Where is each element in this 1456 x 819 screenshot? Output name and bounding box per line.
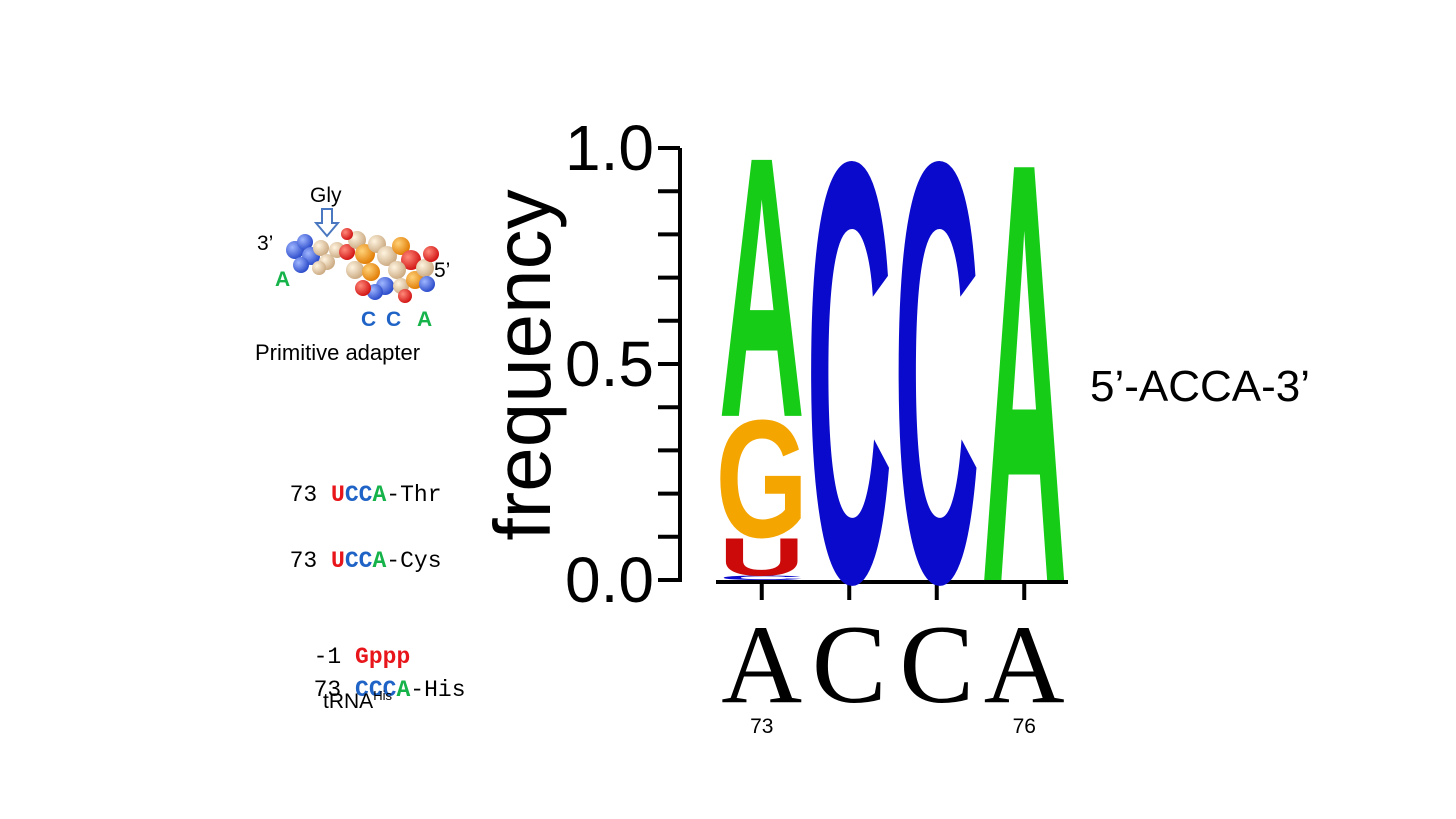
y-axis-label: frequency: [478, 189, 567, 540]
logo-letter-a: A: [981, 36, 1067, 707]
position-number-label: 73: [750, 715, 773, 738]
his-line-2: 73 CCCA-His: [286, 651, 466, 703]
sequence-thr: 73 UCCA-Thr: [262, 456, 442, 508]
his-pos-2: 73: [313, 677, 342, 703]
trna-text: tRNA: [323, 690, 374, 713]
molecule-image: [286, 228, 439, 303]
logo-letter-c: C: [806, 36, 892, 707]
base-letter: U: [331, 548, 345, 574]
bottom-base: C: [386, 308, 404, 331]
base-letter: U: [331, 482, 345, 508]
position-number-label: 76: [1013, 715, 1036, 738]
base-letter: A: [372, 548, 387, 574]
logo-letter-a: A: [719, 79, 805, 495]
y-tick-label: 1.0: [565, 112, 654, 184]
base-letter: C: [344, 482, 359, 508]
sequence-suffix: -Thr: [386, 482, 442, 508]
x-tick-label: A: [984, 603, 1065, 727]
adapter-caption: Primitive adapter: [255, 340, 421, 365]
trna-superscript: His: [373, 688, 392, 703]
sequence-cys: 73 UCCA-Cys: [262, 522, 442, 574]
x-tick-label: C: [899, 603, 974, 727]
his-line-1: -1 Gppp: [286, 618, 411, 670]
bottom-bases: C C A: [361, 308, 434, 332]
gly-label: Gly: [310, 184, 342, 207]
logo-letter-g: G: [715, 385, 808, 573]
y-tick-label: 0.0: [565, 544, 654, 616]
logo-letter-c: C: [894, 36, 980, 707]
his-pos-1: -1: [313, 644, 342, 670]
three-prime-label: 3’: [257, 232, 274, 255]
down-arrow-icon: [314, 208, 340, 238]
base-letter: C: [368, 677, 383, 703]
bottom-base: C: [361, 308, 379, 331]
base-letter: A: [372, 482, 387, 508]
sequence-suffix: -His: [410, 677, 466, 703]
bottom-base: A: [417, 308, 435, 331]
x-tick-label: C: [812, 603, 887, 727]
base-letter: C: [358, 548, 373, 574]
sequence-pos: 73: [289, 482, 318, 508]
left-base-label: A: [275, 268, 291, 291]
gppp-label: Gppp: [355, 644, 411, 670]
x-tick-label: A: [721, 603, 802, 727]
five-prime-label: 5’: [434, 259, 451, 282]
logo-letter-c: C: [719, 575, 805, 582]
trna-his-label: tRNAHis: [323, 688, 392, 714]
base-letter: C: [355, 677, 369, 703]
base-letter: A: [396, 677, 411, 703]
base-letter: C: [358, 482, 373, 508]
logo-letter-u: U: [719, 527, 805, 588]
sequence-suffix: -Cys: [386, 548, 442, 574]
base-letter: C: [344, 548, 359, 574]
side-sequence-label: 5’-ACCA-3’: [1090, 362, 1311, 411]
sequence-pos: 73: [289, 548, 318, 574]
base-letter: C: [382, 677, 397, 703]
y-tick-label: 0.5: [565, 328, 654, 400]
